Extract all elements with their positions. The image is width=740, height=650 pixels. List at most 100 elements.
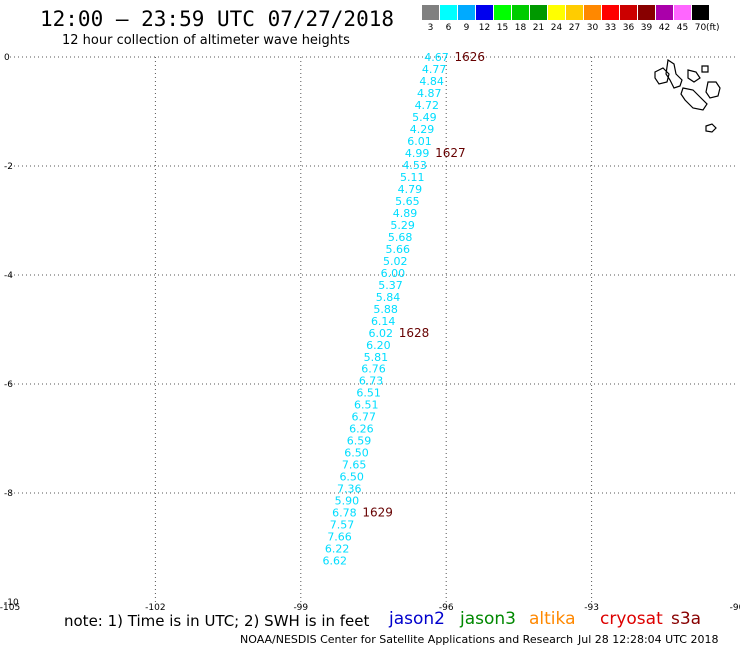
scale-label-15: 15	[496, 23, 509, 33]
scale-label-45: 45	[676, 23, 689, 33]
scale-swatch-12	[476, 5, 493, 20]
wave-height-label: 6.51	[356, 387, 381, 400]
wave-height-label: 6.02	[369, 327, 394, 340]
wave-height-label: 5.66	[385, 243, 410, 256]
wave-height-label: 4.77	[422, 63, 447, 76]
wave-height-label: 7.65	[342, 459, 367, 472]
wave-height-label: 5.84	[376, 291, 401, 304]
wave-height-label: 6.22	[325, 543, 350, 556]
scale-swatch-15	[494, 5, 511, 20]
wave-height-label: 6.78	[332, 507, 357, 520]
x-tick-label: -93	[584, 603, 599, 613]
time-label: 1629	[362, 506, 393, 520]
wave-height-label: 6.62	[322, 555, 347, 568]
wave-height-label: 5.37	[378, 279, 403, 292]
page-subtitle: 12 hour collection of altimeter wave hei…	[62, 33, 350, 48]
x-tick-label: -96	[439, 603, 454, 613]
wave-height-label: 4.79	[398, 183, 423, 196]
x-tick-label: -105	[0, 603, 20, 613]
scale-swatch-36	[620, 5, 637, 20]
scale-swatch-3	[422, 5, 439, 20]
wave-height-label: 7.57	[330, 519, 355, 532]
scale-label-39: 39	[640, 23, 653, 33]
y-tick-label: -10	[4, 598, 19, 608]
scale-label-18: 18	[514, 23, 527, 33]
legend-jason3: jason3	[460, 609, 516, 629]
generation-timestamp: Jul 28 12:28:04 UTC 2018	[578, 633, 719, 646]
scale-label-36: 36	[622, 23, 635, 33]
legend-altika: altika	[529, 609, 576, 629]
time-label: 1626	[455, 50, 486, 64]
x-tick-label: -102	[145, 603, 165, 613]
wave-height-label: 4.29	[410, 123, 435, 136]
scale-label-9: 9	[463, 23, 470, 33]
wave-height-label: 7.36	[337, 483, 362, 496]
wave-height-label: 4.99	[405, 147, 430, 160]
coastline-shape	[705, 81, 721, 99]
scale-swatch-6	[440, 5, 457, 20]
wave-height-label: 6.77	[352, 411, 377, 424]
wave-height-label: 4.89	[393, 207, 418, 220]
wave-height-label: 5.11	[400, 171, 425, 184]
y-tick-label: -8	[4, 489, 13, 499]
y-tick-label: 0	[4, 53, 10, 63]
scale-label-33: 33	[604, 23, 617, 33]
wave-height-label: 6.50	[339, 471, 364, 484]
wave-height-label: 6.73	[359, 375, 384, 388]
wave-height-label: 5.90	[335, 495, 360, 508]
scale-swatch-18	[512, 5, 529, 20]
wave-height-label: 6.76	[361, 363, 386, 376]
scale-label-6: 6	[445, 23, 452, 33]
wave-height-label: 4.67	[424, 51, 449, 64]
scale-label-30: 30	[586, 23, 599, 33]
wave-height-label: 7.66	[327, 531, 352, 544]
wave-height-label: 5.88	[373, 303, 398, 316]
credit-line: NOAA/NESDIS Center for Satellite Applica…	[240, 633, 574, 646]
wave-height-label: 5.68	[388, 231, 413, 244]
y-tick-label: -4	[4, 271, 13, 281]
x-tick-label: -90	[730, 603, 740, 613]
scale-swatch-27	[566, 5, 583, 20]
wave-height-label: 4.87	[417, 87, 442, 100]
coastline-shape	[705, 123, 717, 133]
scale-swatch-9	[458, 5, 475, 20]
scale-label-12: 12	[478, 23, 491, 33]
scale-unit-label: (ft)	[706, 23, 720, 33]
page-title: 12:00 — 23:59 UTC 07/27/2018	[40, 7, 395, 31]
y-tick-label: -6	[4, 380, 13, 390]
scale-swatch-45	[674, 5, 691, 20]
wave-height-label: 6.59	[347, 435, 372, 448]
time-label: 1627	[435, 146, 466, 160]
coastline-shape	[654, 67, 670, 85]
wave-height-label: 6.00	[381, 267, 406, 280]
wave-height-label: 4.53	[402, 159, 427, 172]
scale-swatch-24	[548, 5, 565, 20]
wave-height-label: 6.01	[407, 135, 432, 148]
wave-height-label: 5.49	[412, 111, 437, 124]
scale-swatch-21	[530, 5, 547, 20]
wave-height-label: 5.65	[395, 195, 420, 208]
wave-height-label: 5.81	[364, 351, 389, 364]
scale-swatch-42	[656, 5, 673, 20]
scale-swatch-39	[638, 5, 655, 20]
scale-label-70: 70	[694, 23, 707, 33]
coastline-shape	[701, 65, 709, 73]
coastline-shape	[665, 58, 683, 89]
wave-height-label: 6.14	[371, 315, 396, 328]
coastline-shape	[680, 87, 708, 111]
time-label: 1628	[399, 326, 430, 340]
wave-height-label: 4.84	[419, 75, 444, 88]
legend-s3a: s3a	[671, 609, 702, 629]
wave-height-label: 5.29	[390, 219, 415, 232]
wave-height-label: 6.50	[344, 447, 369, 460]
wave-height-label: 5.02	[383, 255, 408, 268]
wave-height-label: 6.26	[349, 423, 374, 436]
scale-label-27: 27	[568, 23, 581, 33]
scale-label-24: 24	[550, 23, 563, 33]
y-tick-label: -2	[4, 162, 13, 172]
legend-cryosat: cryosat	[600, 609, 663, 629]
wave-height-label: 6.20	[366, 339, 391, 352]
scale-label-21: 21	[532, 23, 545, 33]
